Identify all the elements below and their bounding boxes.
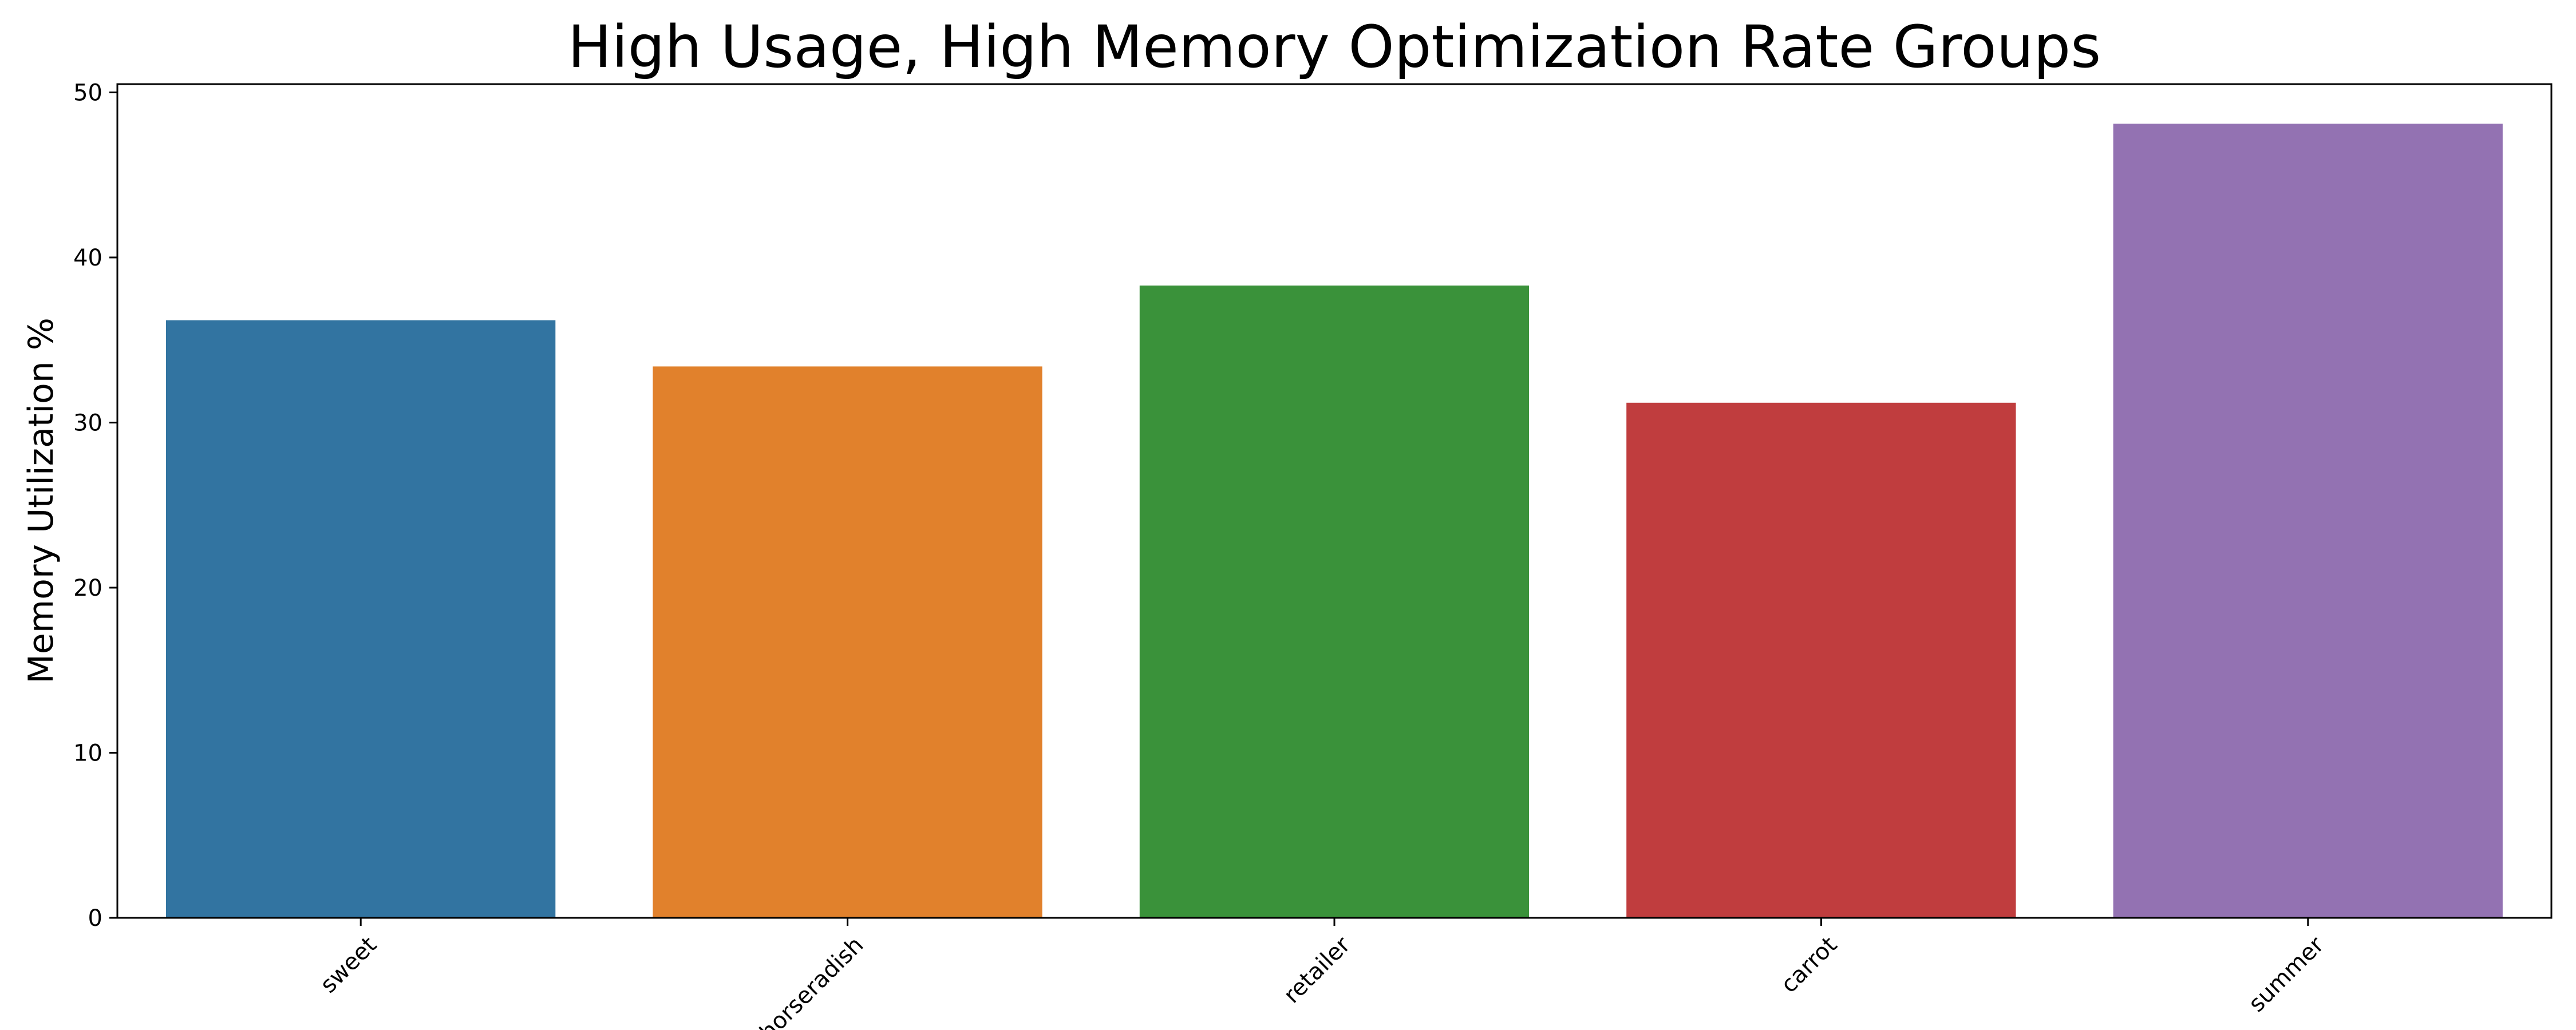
y-tick-label: 30 <box>73 410 102 436</box>
y-tick-label: 0 <box>88 905 102 932</box>
y-axis-label: Memory Utilization % <box>21 318 61 684</box>
x-tick-label: summer <box>2243 932 2329 1017</box>
plot-frame <box>116 83 2553 919</box>
y-tick-label: 20 <box>73 575 102 601</box>
y-tick-label: 40 <box>73 245 102 271</box>
bar-carrot <box>1626 402 2016 918</box>
bar-retailer <box>1139 286 1530 918</box>
chart-title: High Usage, High Memory Optimization Rat… <box>568 13 2101 81</box>
bars <box>166 124 2503 918</box>
bar-sweet <box>166 320 556 918</box>
y-tick-label: 10 <box>73 740 102 766</box>
x-tick-label: retailer <box>1279 932 1356 1008</box>
x-tick-label: horseradish <box>754 932 868 1030</box>
y-tick-label: 50 <box>73 80 102 106</box>
bar-horseradish <box>653 366 1042 918</box>
x-tick-label: sweet <box>315 932 382 998</box>
y-axis: 0 10 20 30 40 50 <box>73 80 117 932</box>
x-tick-label: carrot <box>1776 932 1842 998</box>
x-axis: sweet horseradish retailer carrot summer <box>315 918 2329 1030</box>
bar-summer <box>2113 124 2503 918</box>
